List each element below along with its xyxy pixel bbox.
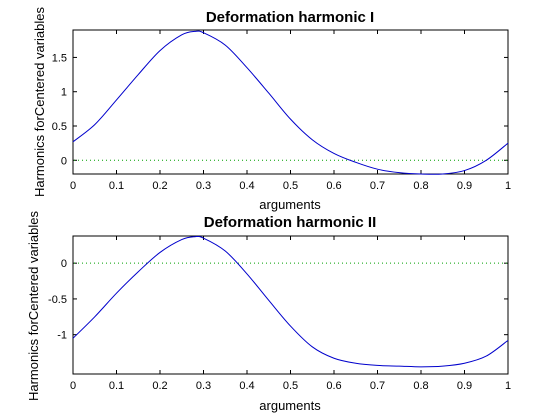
subplot-deformation-harmonic-1: Deformation harmonic I arguments Harmoni… bbox=[32, 6, 511, 212]
x-tick-label: 0.8 bbox=[413, 380, 428, 392]
y-tick-label: -0.5 bbox=[48, 294, 67, 306]
y-tick-label: 0 bbox=[61, 258, 67, 270]
x-tick-label: 0.1 bbox=[109, 180, 124, 192]
x-tick-label: 0.5 bbox=[283, 380, 298, 392]
x-tick-label: 0.7 bbox=[370, 180, 385, 192]
x-tick-label: 0.2 bbox=[152, 180, 167, 192]
x-tick-label: 1 bbox=[505, 380, 511, 392]
harmonic-curve bbox=[72, 235, 509, 368]
plot-area bbox=[72, 29, 509, 175]
x-tick-label: 0.4 bbox=[239, 380, 254, 392]
x-tick-label: 1 bbox=[505, 180, 511, 192]
y-tick-label: -1 bbox=[57, 330, 67, 342]
harmonic-curve bbox=[72, 30, 509, 175]
chart-title: Deformation harmonic II bbox=[204, 214, 377, 231]
y-axis-label: Harmonics forCentered variables bbox=[26, 210, 41, 401]
x-axis-label: arguments bbox=[259, 398, 321, 413]
x-tick-label: 0.4 bbox=[239, 180, 254, 192]
tick-group: 0 0.1 0.2 0.3 0.4 0.5 0.6 0.7 0.8 0.9 1 0 0.5 1 1.5 bbox=[52, 30, 511, 192]
chart-title: Deformation harmonic I bbox=[206, 9, 374, 26]
series-group bbox=[72, 235, 509, 368]
x-tick-label: 0.8 bbox=[413, 180, 428, 192]
y-tick-label: 1 bbox=[61, 87, 67, 99]
y-axis-label: Harmonics forCentered variables bbox=[32, 6, 47, 197]
x-tick-label: 0.9 bbox=[457, 380, 472, 392]
x-tick-label: 0.7 bbox=[370, 380, 385, 392]
x-tick-label: 0.1 bbox=[109, 380, 124, 392]
x-tick-label: 0.3 bbox=[196, 380, 211, 392]
subplot-deformation-harmonic-2: Deformation harmonic II arguments Harmon… bbox=[26, 210, 511, 413]
x-tick-label: 0.3 bbox=[196, 180, 211, 192]
x-tick-label: 0 bbox=[70, 380, 76, 392]
x-tick-label: 0.6 bbox=[326, 380, 341, 392]
x-tick-label: 0.2 bbox=[152, 380, 167, 392]
y-tick-label: 0.5 bbox=[52, 121, 67, 133]
y-tick-label: 0 bbox=[61, 155, 67, 167]
x-tick-label: 0.5 bbox=[283, 180, 298, 192]
x-axis-label: arguments bbox=[259, 197, 321, 212]
series-group bbox=[72, 30, 509, 175]
y-tick-label: 1.5 bbox=[52, 52, 67, 64]
x-tick-label: 0.6 bbox=[326, 180, 341, 192]
x-tick-label: 0 bbox=[70, 180, 76, 192]
x-tick-label: 0.9 bbox=[457, 180, 472, 192]
plot-area bbox=[72, 235, 509, 375]
tick-group: 0 0.1 0.2 0.3 0.4 0.5 0.6 0.7 0.8 0.9 1 -1 -0.5 0 bbox=[48, 236, 511, 392]
